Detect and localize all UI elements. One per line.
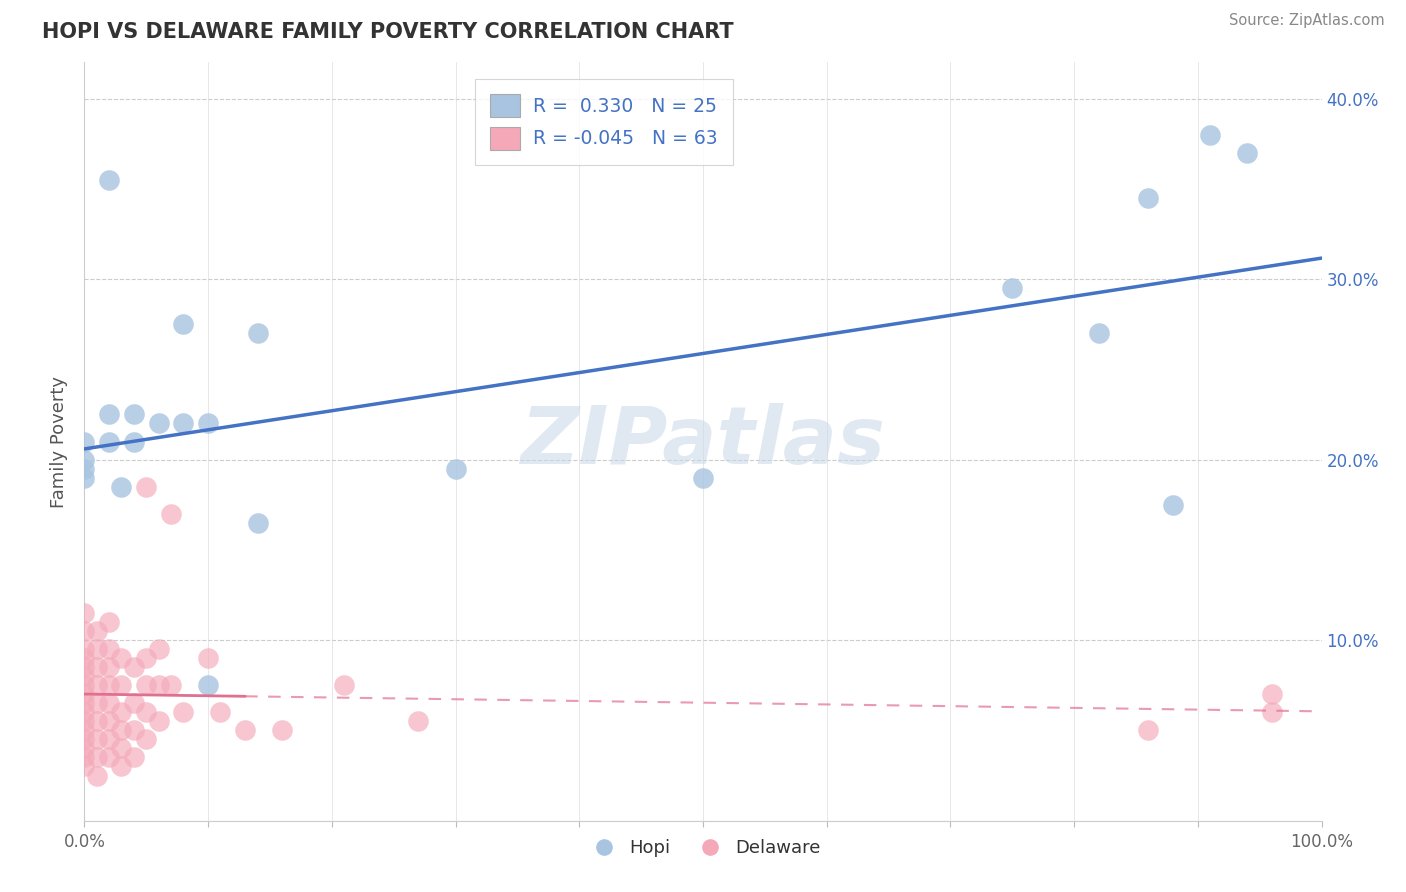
Point xyxy=(73,660,96,674)
Point xyxy=(172,417,194,431)
Point xyxy=(98,714,121,729)
Point xyxy=(172,706,194,720)
Point xyxy=(122,408,145,422)
Point xyxy=(73,624,96,639)
Point xyxy=(1137,191,1160,205)
Point xyxy=(160,678,183,692)
Point xyxy=(1261,706,1284,720)
Point xyxy=(1137,723,1160,738)
Point xyxy=(246,326,269,341)
Point xyxy=(135,732,157,747)
Point xyxy=(110,651,132,665)
Point xyxy=(73,759,96,773)
Point xyxy=(122,660,145,674)
Point xyxy=(1236,145,1258,160)
Point xyxy=(148,417,170,431)
Point xyxy=(73,687,96,701)
Point xyxy=(110,480,132,494)
Point xyxy=(160,507,183,521)
Point xyxy=(1261,687,1284,701)
Point xyxy=(110,759,132,773)
Point xyxy=(135,651,157,665)
Point xyxy=(86,678,108,692)
Point xyxy=(110,678,132,692)
Point xyxy=(73,434,96,449)
Point xyxy=(73,678,96,692)
Point xyxy=(122,696,145,710)
Point xyxy=(73,606,96,620)
Point xyxy=(86,714,108,729)
Point xyxy=(135,480,157,494)
Point xyxy=(122,723,145,738)
Y-axis label: Family Poverty: Family Poverty xyxy=(51,376,69,508)
Point xyxy=(148,714,170,729)
Point xyxy=(197,651,219,665)
Point xyxy=(86,768,108,782)
Point xyxy=(98,678,121,692)
Point xyxy=(73,642,96,657)
Point xyxy=(73,452,96,467)
Point xyxy=(98,173,121,187)
Point xyxy=(73,461,96,475)
Point xyxy=(233,723,256,738)
Point xyxy=(246,516,269,530)
Point xyxy=(1088,326,1111,341)
Point xyxy=(110,706,132,720)
Point xyxy=(408,714,430,729)
Point xyxy=(73,696,96,710)
Point xyxy=(98,660,121,674)
Point xyxy=(122,434,145,449)
Point xyxy=(73,651,96,665)
Point xyxy=(73,706,96,720)
Point xyxy=(271,723,294,738)
Point xyxy=(209,706,232,720)
Point xyxy=(110,723,132,738)
Point xyxy=(86,624,108,639)
Point xyxy=(197,417,219,431)
Point xyxy=(98,732,121,747)
Point xyxy=(172,317,194,331)
Point xyxy=(73,470,96,484)
Point xyxy=(98,434,121,449)
Legend: Hopi, Delaware: Hopi, Delaware xyxy=(578,832,828,864)
Point xyxy=(1161,498,1184,512)
Point xyxy=(86,696,108,710)
Point xyxy=(98,696,121,710)
Text: ZIPatlas: ZIPatlas xyxy=(520,402,886,481)
Point xyxy=(135,678,157,692)
Text: Source: ZipAtlas.com: Source: ZipAtlas.com xyxy=(1229,13,1385,29)
Point xyxy=(73,750,96,764)
Point xyxy=(86,750,108,764)
Point xyxy=(135,706,157,720)
Point xyxy=(110,741,132,756)
Point xyxy=(73,669,96,683)
Point xyxy=(98,615,121,629)
Point xyxy=(692,470,714,484)
Point xyxy=(98,408,121,422)
Point xyxy=(1001,281,1024,295)
Point xyxy=(86,732,108,747)
Point xyxy=(86,642,108,657)
Point xyxy=(98,750,121,764)
Point xyxy=(86,660,108,674)
Point xyxy=(148,678,170,692)
Point xyxy=(73,732,96,747)
Text: HOPI VS DELAWARE FAMILY POVERTY CORRELATION CHART: HOPI VS DELAWARE FAMILY POVERTY CORRELAT… xyxy=(42,22,734,42)
Point xyxy=(197,678,219,692)
Point xyxy=(73,723,96,738)
Point xyxy=(444,461,467,475)
Point xyxy=(333,678,356,692)
Point xyxy=(148,642,170,657)
Point xyxy=(122,750,145,764)
Point xyxy=(98,642,121,657)
Point xyxy=(73,714,96,729)
Point xyxy=(73,741,96,756)
Point xyxy=(1199,128,1222,142)
